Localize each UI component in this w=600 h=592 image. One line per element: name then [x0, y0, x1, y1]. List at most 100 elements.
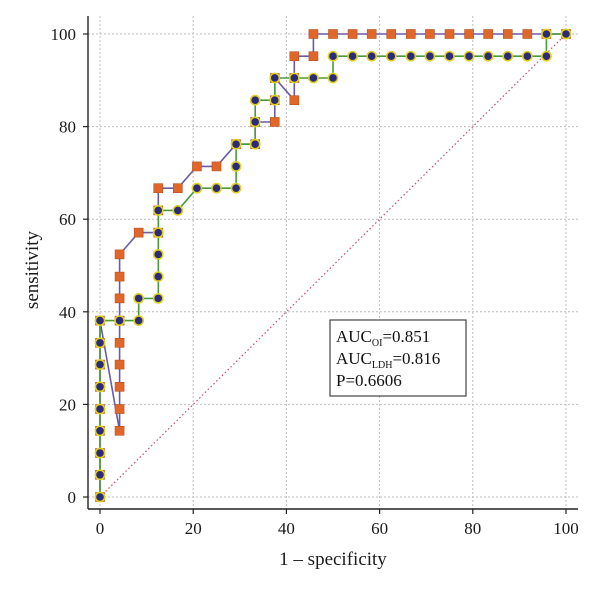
series-1-point-39: [482, 50, 494, 62]
y-tick-label: 20: [59, 395, 76, 414]
annotation-value: =0.851: [382, 327, 430, 346]
x-axis-title: 1 – specificity: [279, 549, 387, 570]
x-tick-label: 80: [464, 519, 481, 538]
series-1-point-27: [269, 72, 281, 84]
series-0-point-34: [308, 51, 319, 62]
series-0-point-9: [114, 425, 125, 436]
series-1-point-35: [405, 50, 417, 62]
series-1-point-26: [269, 94, 281, 106]
series-1-point-9: [114, 315, 125, 326]
y-tick-label: 40: [59, 303, 76, 322]
series-0-point-16: [114, 271, 125, 282]
series-1-point-28: [288, 72, 300, 84]
annotation-main-text: P=0.6606: [336, 371, 402, 390]
series-0-point-21: [153, 183, 164, 193]
series-1-point-21: [230, 161, 242, 172]
series-1-point-7: [94, 337, 106, 349]
y-tick-label: 80: [59, 118, 76, 137]
series-1-point-1: [94, 469, 106, 481]
series-1-point-42: [541, 50, 552, 62]
series-1-point-17: [172, 205, 184, 216]
series-0-point-12: [114, 359, 125, 370]
series-0-point-17: [114, 249, 125, 260]
series-0-point-42: [444, 29, 455, 39]
series-0-point-46: [522, 29, 533, 39]
series-1-point-18: [191, 182, 203, 194]
axes: [83, 16, 578, 514]
series-0-point-38: [366, 29, 377, 39]
series-1-point-43: [541, 28, 552, 40]
annotation-main-text: AUC: [336, 327, 372, 346]
y-axis-title: sensitivity: [22, 230, 43, 309]
series-0-point-11: [114, 382, 125, 392]
series-0-point-37: [347, 29, 358, 39]
series-1-point-2: [94, 447, 106, 459]
series-1-point-11: [133, 292, 145, 304]
series-1-point-33: [366, 50, 378, 62]
series-0-point-22: [173, 183, 183, 193]
y-tick-label: 0: [68, 488, 77, 507]
series-1-point-8: [94, 315, 106, 326]
series-1-point-31: [327, 50, 339, 62]
annotation-frame: [329, 319, 467, 397]
series-0-point-41: [425, 29, 435, 39]
annotation-subscript: LDH: [372, 360, 393, 371]
series-1-point-25: [249, 94, 261, 106]
series-0-point-44: [483, 29, 493, 39]
series-0-point-35: [308, 29, 319, 39]
series-0-point-28: [269, 117, 280, 127]
reference-diagonal-line: [99, 33, 567, 498]
annotation-line-2: P=0.6606: [336, 371, 402, 390]
annotation-main-text: AUC: [336, 349, 372, 368]
x-tick-label: 40: [278, 519, 295, 538]
annotation-line-0: AUCOI=0.851: [336, 327, 430, 349]
series-0-point-24: [211, 161, 222, 172]
series-1-point-40: [502, 50, 514, 62]
series-1-point-5: [94, 381, 106, 393]
x-tick-labels: 0 20 40 60 80 100: [96, 519, 579, 538]
series-0-point-33: [289, 51, 300, 62]
series-1-point-29: [308, 72, 319, 84]
series-0-point-39: [386, 29, 397, 39]
series-0-point-45: [502, 29, 513, 39]
x-tick-label: 0: [96, 519, 105, 538]
series-0-point-36: [328, 29, 338, 39]
y-tick-labels: 0 20 40 60 80 100: [51, 25, 77, 507]
series-1-point-12: [152, 292, 164, 304]
x-tick-label: 60: [371, 519, 388, 538]
series-1-point-20: [230, 182, 242, 194]
annotation-subscript: OI: [372, 338, 383, 349]
series-1-point-34: [385, 50, 397, 62]
series-1-point-3: [94, 425, 106, 437]
series-0-point-31: [289, 95, 300, 106]
series-1-point-15: [152, 227, 164, 239]
series-0-point-40: [406, 29, 416, 39]
series-1-point-14: [152, 248, 164, 260]
series-1-point-4: [94, 403, 106, 415]
series-1-point-36: [424, 50, 436, 62]
series-1-markers: [94, 28, 572, 503]
series-1-point-41: [521, 50, 533, 62]
series-1-point-0: [94, 491, 106, 503]
series-1-point-38: [463, 50, 475, 62]
series-1-point-6: [94, 359, 106, 370]
annotation-line-1: AUCLDH=0.816: [336, 349, 440, 371]
series-1-point-16: [152, 205, 164, 216]
series-1-point-22: [230, 138, 242, 150]
y-tick-label: 60: [59, 210, 76, 229]
series-1-point-10: [133, 315, 145, 326]
series-1-point-44: [560, 28, 572, 40]
series-0-point-15: [114, 293, 125, 304]
y-tick-label: 100: [51, 25, 77, 44]
x-tick-label: 100: [553, 519, 579, 538]
x-tick-label: 20: [185, 519, 202, 538]
series-1-point-23: [249, 138, 261, 150]
series-1-point-24: [249, 116, 261, 128]
series-0-point-18: [133, 227, 144, 238]
series-0-point-13: [114, 338, 125, 348]
series-0-point-23: [192, 161, 202, 172]
series-1-point-13: [152, 271, 164, 283]
